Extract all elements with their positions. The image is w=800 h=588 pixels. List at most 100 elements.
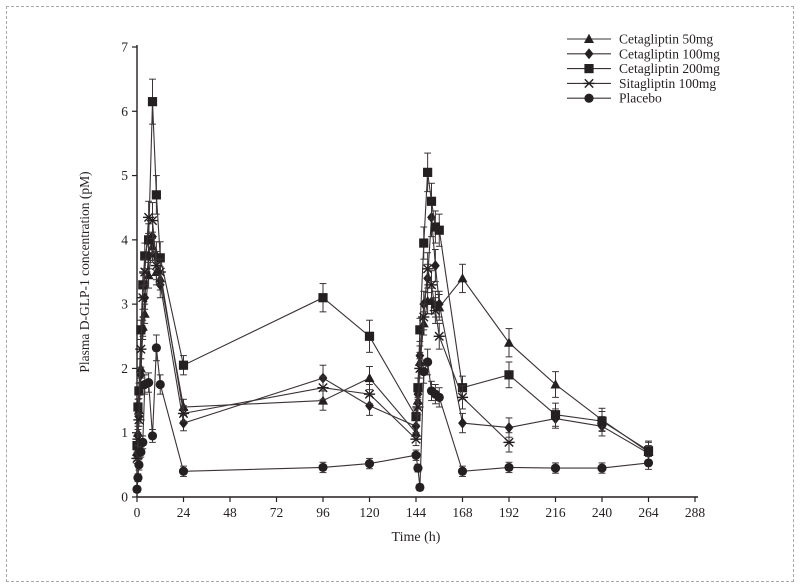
diamond-marker	[584, 48, 594, 60]
diamond-marker	[434, 298, 444, 310]
circle-marker	[597, 463, 607, 473]
series-cetagliptin-50mg	[132, 231, 654, 463]
y-tick-label: 2	[121, 361, 128, 376]
series-placebo	[132, 334, 654, 494]
triangle-marker	[364, 372, 375, 383]
square-marker	[504, 370, 514, 380]
diamond-marker	[411, 420, 421, 432]
diamond-marker	[458, 417, 467, 429]
x-tick-label: 240	[592, 505, 613, 520]
circle-marker	[643, 458, 654, 468]
triangle-marker	[550, 379, 561, 389]
series-line-sitagliptin-100mg	[136, 216, 510, 459]
circle-marker	[136, 447, 146, 457]
legend-item-cetagliptin-200mg: Cetagliptin 200mg	[567, 61, 720, 76]
glp1-concentration-time-chart: 0 24 48 72 96 120 144 168 192 216 240 264 288 0 1 2 3 4 5 6…	[77, 32, 720, 546]
x-tick-label: 144	[406, 505, 427, 520]
square-marker	[151, 190, 161, 200]
x-tick-label: 72	[270, 505, 284, 520]
square-marker	[434, 225, 444, 235]
x-tick-label: 24	[177, 505, 191, 520]
circle-marker	[132, 484, 142, 494]
circle-marker	[134, 460, 144, 470]
y-axis-title: Plasma D-GLP-1 concentration (pM)	[77, 171, 92, 372]
x-tick-label: 216	[545, 505, 566, 520]
circle-marker	[155, 379, 165, 390]
square-marker	[140, 251, 150, 261]
triangle-marker	[584, 33, 594, 43]
diamond-marker	[504, 422, 514, 434]
diamond-marker	[415, 350, 425, 362]
x-tick-label: 168	[452, 505, 473, 520]
square-marker	[597, 416, 607, 426]
square-marker	[147, 97, 158, 107]
y-tick-label: 3	[121, 297, 128, 312]
x-tick-label: 96	[316, 505, 330, 520]
circle-marker	[144, 377, 154, 388]
circle-marker	[364, 458, 375, 469]
square-marker	[584, 64, 594, 74]
legend-item-cetagliptin-50mg: Cetagliptin 50mg	[567, 32, 713, 47]
circle-marker	[419, 367, 429, 377]
square-marker	[318, 293, 328, 303]
series-cetagliptin-200mg	[132, 78, 654, 461]
square-marker	[144, 235, 154, 245]
square-marker	[415, 325, 425, 335]
series-line-placebo	[136, 347, 649, 490]
circle-marker	[147, 431, 158, 441]
circle-marker	[584, 93, 594, 103]
square-marker	[423, 167, 433, 177]
x-axis-title: Time (h)	[392, 530, 441, 545]
diamond-marker	[365, 400, 374, 412]
square-marker	[178, 360, 189, 370]
square-marker	[419, 238, 429, 248]
diamond-marker	[179, 417, 188, 429]
series-sitagliptin-100mg	[131, 200, 515, 465]
circle-marker	[178, 466, 189, 476]
y-tick-label: 6	[121, 104, 128, 119]
square-marker	[550, 410, 561, 420]
circle-marker	[415, 482, 425, 492]
circle-marker	[411, 450, 421, 460]
figure-border: 0 24 48 72 96 120 144 168 192 216 240 264 288 0 1 2 3 4 5 6…	[6, 6, 794, 582]
square-marker	[411, 412, 421, 422]
x-tick-label: 48	[223, 505, 237, 520]
legend-item-sitagliptin-100mg: Sitagliptin 100mg	[567, 76, 716, 91]
series-line-cetagliptin-100mg	[136, 217, 649, 456]
y-tick-label: 7	[121, 40, 128, 55]
square-marker	[134, 386, 144, 396]
x-tick-label: 288	[685, 505, 706, 520]
series-line-cetagliptin-200mg	[136, 101, 649, 452]
diamond-marker	[430, 260, 440, 272]
y-tick-label: 1	[121, 425, 128, 440]
circle-marker	[151, 343, 161, 353]
square-marker	[133, 402, 143, 412]
triangle-marker	[457, 273, 468, 283]
triangle-marker	[318, 395, 328, 405]
x-tick-label: 120	[359, 505, 380, 520]
legend-label: Cetagliptin 50mg	[619, 32, 713, 47]
circle-marker	[133, 473, 143, 483]
x-tick-label: 192	[499, 505, 519, 520]
legend-item-cetagliptin-100mg: Cetagliptin 100mg	[567, 46, 720, 61]
x-tick-label: 264	[638, 505, 659, 520]
circle-marker	[413, 463, 423, 473]
circle-marker	[504, 462, 514, 473]
square-marker	[643, 446, 654, 456]
x-tick-label: 0	[134, 505, 141, 520]
circle-marker	[138, 437, 148, 447]
legend-label: Sitagliptin 100mg	[619, 76, 716, 91]
series-cetagliptin-100mg	[132, 197, 653, 462]
y-tick-label: 4	[121, 232, 128, 247]
legend-label: Placebo	[619, 91, 662, 106]
square-marker	[364, 331, 375, 341]
diamond-marker	[136, 369, 146, 381]
y-tick-label: 0	[121, 490, 128, 505]
square-marker	[136, 325, 146, 335]
y-tick-label: 5	[121, 168, 128, 183]
legend-item-placebo: Placebo	[567, 91, 662, 106]
triangle-marker	[143, 270, 154, 280]
circle-marker	[423, 357, 433, 367]
